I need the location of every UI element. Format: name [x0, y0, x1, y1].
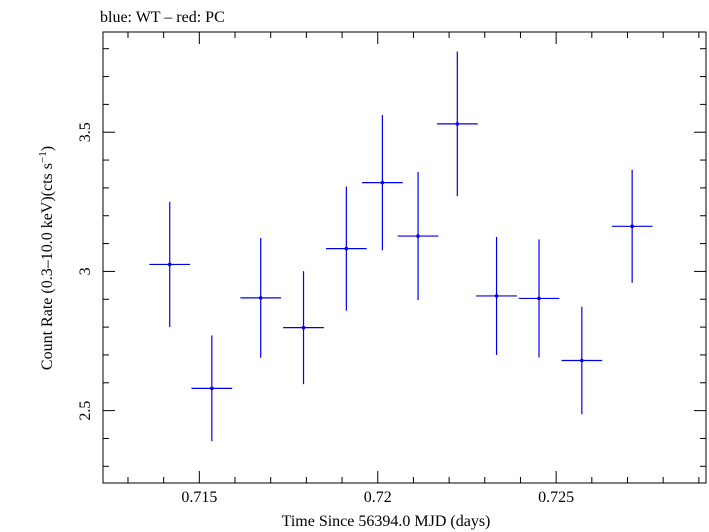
data-marker [344, 246, 349, 251]
y-tick-label: 2.5 [77, 401, 94, 421]
y-tick-label: 3.5 [77, 122, 94, 142]
axis-tick-labels: 0.715 0.72 0.725 2.5 3 3.5 [77, 122, 574, 506]
x-tick-label: 0.715 [181, 489, 217, 506]
y-axis-label-main: Count Rate (0.3–10.0 keV)(cts s [39, 163, 56, 370]
x-tick-label: 0.72 [364, 489, 392, 506]
data-point [149, 201, 191, 328]
data-point [436, 51, 478, 197]
data-point [240, 238, 282, 358]
data-point [561, 306, 603, 415]
y-axis-label: Count Rate (0.3–10.0 keV)(cts s−1) [37, 146, 56, 370]
data-point [326, 186, 367, 311]
y-axis-label-superscript: −1 [37, 151, 49, 163]
y-tick-label: 3 [77, 267, 94, 275]
data-point [283, 271, 324, 385]
data-point [191, 335, 233, 442]
data-marker [210, 386, 214, 391]
data-point [362, 114, 403, 251]
plot-frame [102, 31, 707, 484]
data-marker [455, 122, 460, 126]
chart-title: blue: WT – red: PC [100, 9, 225, 26]
x-axis-label: Time Since 56394.0 MJD (days) [282, 513, 491, 530]
data-point [611, 169, 653, 283]
data-marker [258, 296, 263, 300]
data-marker [380, 180, 385, 185]
data-point [397, 172, 439, 301]
data-marker [580, 358, 584, 363]
x-tick-label: 0.725 [538, 489, 574, 506]
data-marker [494, 294, 499, 298]
data-marker [167, 262, 172, 267]
data-point [518, 239, 560, 358]
axis-ticks [103, 32, 706, 483]
data-point [476, 236, 517, 355]
data-marker [630, 224, 634, 229]
data-marker [301, 325, 306, 330]
y-axis-label-close: ) [39, 146, 56, 151]
data-marker [537, 296, 541, 301]
data-marker [416, 234, 420, 238]
data-points [149, 51, 653, 442]
